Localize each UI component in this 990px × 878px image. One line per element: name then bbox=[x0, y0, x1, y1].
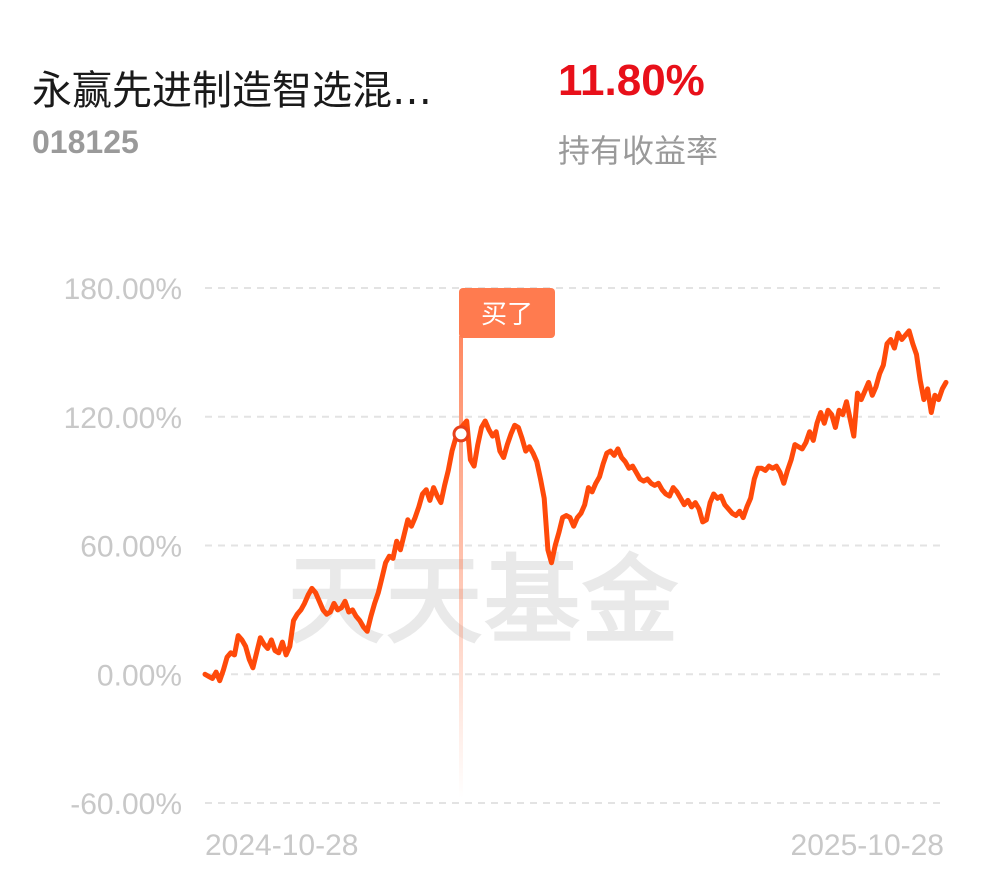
buy-tag-label: 买了 bbox=[481, 300, 533, 330]
buy-marker: 买了 bbox=[459, 288, 555, 798]
fund-code: 018125 bbox=[32, 124, 139, 160]
grid: 180.00% 120.00% 60.00% 0.00% -60.00% bbox=[64, 273, 946, 821]
x-axis: 2024-10-28 2025-10-28 bbox=[205, 829, 944, 862]
buy-tag bbox=[459, 288, 555, 338]
x-tick-label: 2024-10-28 bbox=[205, 829, 358, 862]
y-tick-label: -60.00% bbox=[70, 788, 182, 821]
buy-marker-line bbox=[459, 336, 463, 798]
y-tick-label: 180.00% bbox=[64, 273, 182, 306]
holding-return-value: 11.80% bbox=[558, 56, 705, 105]
x-tick-label: 2025-10-28 bbox=[791, 829, 944, 862]
series-line bbox=[202, 328, 949, 684]
fund-name: 永赢先进制造智选混… bbox=[32, 68, 432, 114]
watermark-text: 天天基金 bbox=[288, 545, 680, 657]
y-tick-label: 0.00% bbox=[97, 659, 182, 692]
y-tick-label: 60.00% bbox=[80, 531, 182, 564]
y-tick-label: 120.00% bbox=[64, 402, 182, 435]
buy-point bbox=[452, 425, 470, 443]
holding-return-label: 持有收益率 bbox=[558, 132, 719, 170]
series-layer bbox=[202, 328, 949, 684]
